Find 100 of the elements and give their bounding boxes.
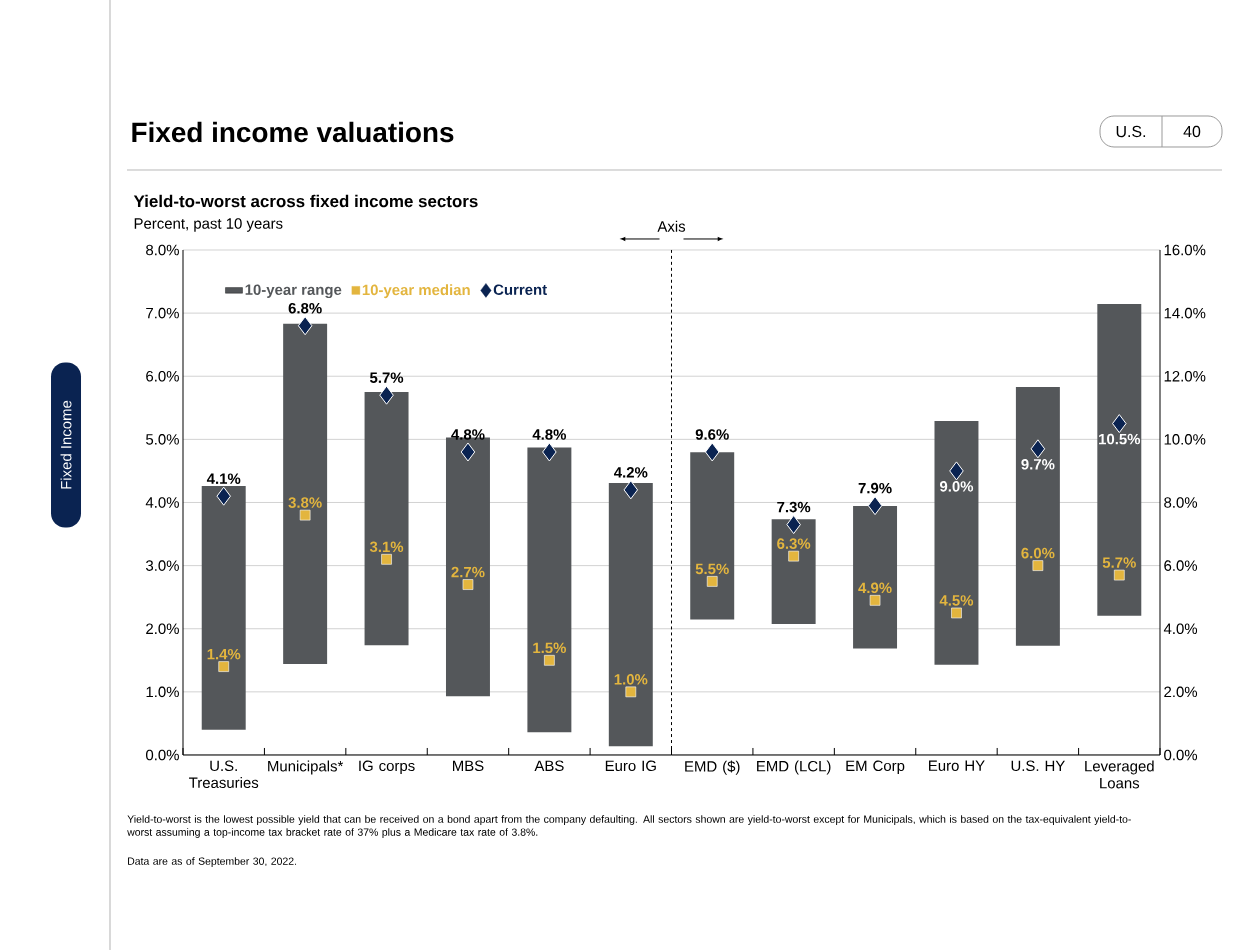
point bbox=[379, 385, 394, 405]
data-label: 3.8% bbox=[288, 497, 322, 508]
y-tick-label: 0.0% bbox=[1164, 749, 1198, 761]
data-label: 1.4% bbox=[207, 648, 241, 660]
point bbox=[544, 655, 555, 666]
data-label: 7.3% bbox=[777, 501, 811, 513]
point bbox=[1032, 560, 1044, 571]
data-label: 5.7% bbox=[1102, 557, 1136, 568]
point bbox=[788, 550, 799, 562]
data-label: 1.5% bbox=[533, 642, 567, 654]
y-tick-label: 8.0% bbox=[1164, 497, 1198, 508]
text: Data are as of September 30, 2022. bbox=[128, 857, 297, 867]
data-label: 9.0% bbox=[939, 481, 974, 492]
legend-label: 10-year median bbox=[362, 284, 470, 299]
legend-label: Current bbox=[493, 284, 547, 295]
text: U.S. bbox=[1116, 125, 1146, 138]
point bbox=[1030, 439, 1046, 459]
point bbox=[218, 661, 230, 672]
bar bbox=[1015, 386, 1060, 646]
data-label: 1.0% bbox=[614, 674, 648, 685]
x-tick-label: ABS bbox=[534, 760, 564, 772]
y-tick-label: 3.0% bbox=[145, 560, 179, 571]
point bbox=[381, 554, 392, 565]
point bbox=[216, 486, 231, 506]
bar bbox=[771, 519, 816, 624]
point bbox=[1114, 569, 1125, 581]
y-tick-label: 14.0% bbox=[1164, 307, 1206, 319]
data-label: 6.3% bbox=[777, 538, 811, 549]
data-label: 9.6% bbox=[695, 429, 729, 440]
y-tick-label: 4.0% bbox=[1163, 623, 1198, 635]
bar bbox=[527, 447, 572, 733]
data-label: 6.0% bbox=[1021, 547, 1055, 559]
data-label: 4.9% bbox=[858, 582, 892, 594]
legend-label: 10-year range bbox=[245, 284, 342, 299]
data-label: 5.5% bbox=[695, 563, 729, 575]
point bbox=[625, 686, 637, 698]
data-label: 4.8% bbox=[451, 429, 485, 440]
data-label: 5.7% bbox=[369, 372, 404, 383]
y-tick-label: 4.0% bbox=[145, 497, 179, 508]
data-label: 6.8% bbox=[288, 302, 322, 314]
data-label: 4.8% bbox=[532, 429, 567, 440]
x-tick-label: IG corps bbox=[359, 760, 415, 775]
y-tick-label: 1.0% bbox=[146, 686, 179, 698]
text: Yield-to-worst is the lowest possible yield that can be received on a bond apart from the company defaulting. All sectors shown are yield-to-worst except for Municipals, which is based on the tax-equivalent yield-to-worst assuming a top-income tax bracket rate of 37% plus a Medicare tax rate of 3.8%. bbox=[127, 815, 1131, 838]
bar bbox=[853, 505, 898, 649]
x-tick-label: Municipals* bbox=[268, 760, 344, 775]
bar bbox=[934, 421, 979, 665]
y-tick-label: 6.0% bbox=[146, 370, 179, 382]
point bbox=[462, 579, 474, 590]
text: 40 bbox=[1183, 125, 1201, 138]
chart-subtitle: Yield-to-worst across fixed income sectors bbox=[133, 194, 478, 208]
data-label: 3.1% bbox=[369, 541, 404, 553]
data-label: 4.5% bbox=[939, 595, 974, 606]
point bbox=[299, 509, 311, 521]
point bbox=[706, 576, 718, 587]
y-tick-label: 0.0% bbox=[146, 749, 179, 761]
y-tick-label: 12.0% bbox=[1164, 370, 1206, 382]
y-tick-label: 6.0% bbox=[1164, 560, 1198, 571]
x-tick-label: U.S. Treasuries bbox=[189, 760, 259, 789]
y-tick-label: 2.0% bbox=[1164, 686, 1198, 698]
point bbox=[951, 607, 962, 619]
point bbox=[786, 515, 801, 535]
data-label: 9.7% bbox=[1021, 459, 1055, 470]
y-tick-label: 16.0% bbox=[1164, 244, 1206, 256]
x-tick-label: Euro IG bbox=[605, 760, 656, 772]
point bbox=[1112, 414, 1127, 434]
bar bbox=[364, 392, 409, 646]
bar bbox=[283, 323, 328, 665]
x-tick-label: EMD (LCL) bbox=[757, 760, 831, 775]
point bbox=[460, 442, 476, 462]
data-label: 10.5% bbox=[1099, 433, 1141, 445]
x-tick-label: U.S. HY bbox=[1011, 760, 1065, 772]
point bbox=[542, 442, 557, 462]
data-label: 2.7% bbox=[451, 566, 485, 578]
x-tick-label: EMD ($) bbox=[685, 760, 740, 775]
y-tick-label: 5.0% bbox=[146, 434, 179, 445]
y-tick-label: 2.0% bbox=[146, 623, 179, 635]
point bbox=[869, 595, 881, 606]
data-label: 7.9% bbox=[858, 482, 892, 494]
y-tick-label: 8.0% bbox=[146, 244, 179, 256]
y-axis-title: Percent, past 10 years bbox=[134, 218, 283, 232]
chart-title: Fixed income valuations bbox=[132, 121, 454, 143]
data-label: 4.1% bbox=[206, 473, 241, 484]
y-tick-label: 7.0% bbox=[146, 307, 179, 319]
data-label: 4.2% bbox=[613, 467, 648, 478]
y-tick-label: 10.0% bbox=[1164, 434, 1206, 445]
point bbox=[949, 461, 964, 481]
bar bbox=[201, 486, 246, 730]
text: Axis bbox=[657, 220, 686, 232]
bar bbox=[690, 452, 735, 620]
x-tick-label: EM Corp bbox=[846, 760, 905, 775]
point bbox=[867, 496, 883, 516]
point bbox=[297, 316, 313, 336]
point bbox=[623, 480, 639, 500]
x-tick-label: MBS bbox=[452, 760, 484, 772]
bar bbox=[608, 482, 653, 747]
x-tick-label: Leveraged Loans bbox=[1085, 760, 1154, 789]
bar bbox=[1097, 303, 1142, 616]
text: Fixed Income bbox=[60, 400, 72, 489]
x-tick-label: Euro HY bbox=[929, 760, 985, 771]
